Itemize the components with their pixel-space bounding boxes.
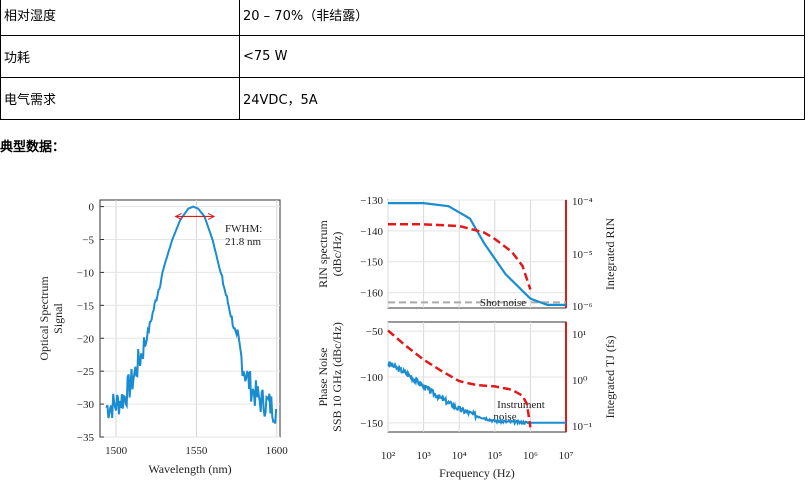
fwhm-arrowhead — [174, 213, 182, 220]
y2-tick-label: 10⁻¹ — [572, 421, 592, 433]
x-axis-label: Wavelength (nm) — [148, 462, 231, 476]
y2-tick-label: 10⁻⁵ — [572, 249, 593, 261]
y2-axis-label: Integrated TJ (fs) — [603, 335, 617, 418]
y-axis-label: RIN spectrum — [316, 220, 330, 288]
table-row: 相对湿度 20 – 70%（非结露） — [0, 0, 805, 36]
table-row: 功耗 <75 W — [0, 35, 805, 78]
y-axis-label: SSB 10 GHz (dBc/Hz) — [330, 322, 344, 432]
spectrum-line — [105, 205, 278, 424]
y-tick-label: 0 — [89, 202, 95, 214]
y-axis-label: Phase Noise — [316, 348, 330, 407]
y-tick-label: −100 — [360, 372, 383, 384]
spec-key: 电气需求 — [0, 77, 240, 120]
y-tick-label: −35 — [77, 432, 95, 444]
shot-noise-label: Shot noise — [480, 297, 526, 309]
y-tick-label: −20 — [77, 333, 95, 345]
y2-tick-label: 10⁻⁶ — [572, 301, 593, 313]
figure-caption: 典型数据： — [0, 140, 66, 155]
table-row: 电气需求 24VDC，5A — [0, 77, 805, 120]
x-tick-label: 10² — [381, 450, 396, 462]
y2-tick-label: 10⁰ — [572, 375, 588, 387]
phase-noise-line — [387, 361, 566, 427]
y2-axis-label: Integrated RIN — [603, 218, 617, 291]
x-axis-label: Frequency (Hz) — [439, 466, 515, 480]
x-tick-label: 10⁵ — [487, 450, 502, 462]
y-tick-label: −10 — [77, 267, 95, 279]
y-axis-label: (dBc/Hz) — [330, 232, 344, 277]
fwhm-label: 21.8 nm — [225, 236, 262, 248]
y-tick-label: −150 — [360, 418, 383, 430]
y-tick-label: −160 — [360, 288, 383, 300]
integrated-tj-line — [387, 329, 532, 428]
rin-plot-frame — [387, 199, 567, 309]
x-tick-label: 1600 — [266, 445, 289, 457]
y2-tick-label: 10⁻⁴ — [572, 196, 593, 208]
y-tick-label: −150 — [360, 257, 383, 269]
spec-value: 24VDC，5A — [239, 77, 805, 120]
x-tick-label: 1500 — [105, 445, 128, 457]
y-axis-label: Optical Spectrum — [37, 276, 51, 361]
y2-tick-label: 10¹ — [572, 329, 586, 341]
fwhm-arrowhead — [207, 213, 216, 220]
y-tick-label: −130 — [360, 195, 383, 207]
x-tick-label: 10⁶ — [523, 450, 538, 462]
x-tick-label: 10³ — [416, 450, 431, 462]
y-tick-label: −25 — [77, 366, 95, 378]
spec-key: 功耗 — [0, 35, 240, 78]
spec-key: 相对湿度 — [0, 0, 240, 36]
y-tick-label: −30 — [77, 399, 95, 411]
integrated-rin-line — [388, 223, 532, 290]
fwhm-label: FWHM: — [225, 223, 262, 235]
x-tick-label: 1550 — [185, 445, 208, 457]
y-tick-label: −50 — [366, 326, 384, 338]
y-tick-label: −5 — [82, 235, 94, 247]
spec-table: 相对湿度 20 – 70%（非结露） 功耗 <75 W 电气需求 24VDC，5… — [0, 0, 805, 120]
instrument-noise-label: Instrument — [497, 399, 545, 411]
x-tick-label: 10⁷ — [559, 450, 574, 462]
y-tick-label: −140 — [360, 226, 383, 238]
x-tick-label: 10⁴ — [452, 450, 467, 462]
y-tick-label: −15 — [77, 300, 95, 312]
y-axis-label: Signal — [51, 303, 65, 334]
rin-line — [388, 202, 566, 306]
